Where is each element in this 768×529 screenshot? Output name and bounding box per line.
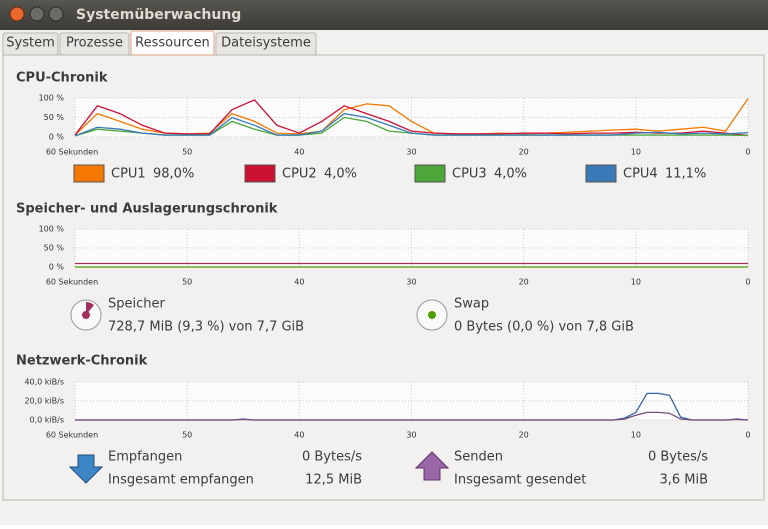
- x-tick-label: 40: [294, 431, 304, 440]
- network-name: Senden: [454, 450, 503, 465]
- title-bar: [0, 0, 768, 30]
- x-tick-label: 50: [182, 431, 192, 440]
- network-total-label: Insgesamt empfangen: [108, 473, 254, 488]
- x-tick-label: 0: [745, 431, 750, 440]
- x-tick-label: 40: [294, 148, 304, 157]
- series-line: [75, 411, 749, 421]
- legend-readout: 4,0%: [494, 167, 527, 182]
- section-header: CPU-Chronik: [16, 71, 108, 86]
- x-tick-label: 0: [745, 148, 750, 157]
- tab-label[interactable]: System: [6, 36, 54, 51]
- legend-swatch: [414, 164, 446, 183]
- y-tick-label: 40,0 kiB/s: [24, 378, 64, 387]
- network-total-label: Insgesamt gesendet: [454, 473, 586, 488]
- tab-label[interactable]: Prozesse: [66, 36, 123, 51]
- network-rate: 0 Bytes/s: [302, 450, 362, 465]
- x-tick-label: 10: [631, 278, 641, 287]
- upload-icon: [414, 451, 450, 481]
- y-tick-label: 100 %: [39, 94, 65, 103]
- section-header: Netzwerk-Chronik: [16, 354, 148, 369]
- memory-detail: 728,7 MiB (9,3 %) von 7,7 GiB: [108, 320, 304, 335]
- legend-swatch: [585, 164, 617, 183]
- x-tick-label: 30: [406, 278, 416, 287]
- x-tick-label: 20: [519, 431, 529, 440]
- x-tick-label: 60 Sekunden: [46, 148, 98, 157]
- legend-swatch: [244, 164, 276, 183]
- legend-name: CPU1: [111, 167, 146, 182]
- legend-swatch: [73, 164, 105, 183]
- swap-icon-dot: [428, 311, 436, 319]
- y-tick-label: 100 %: [39, 225, 65, 234]
- network-total: 3,6 MiB: [659, 473, 708, 488]
- x-tick-label: 10: [631, 148, 641, 157]
- y-tick-label: 0 %: [49, 263, 65, 272]
- network-rate: 0 Bytes/s: [648, 450, 708, 465]
- x-tick-label: 60 Sekunden: [46, 278, 98, 287]
- close-button[interactable]: [9, 6, 25, 22]
- legend-name: CPU4: [623, 167, 658, 182]
- memory-icon-dot: [82, 311, 90, 319]
- memory-detail: 0 Bytes (0,0 %) von 7,8 GiB: [454, 320, 634, 335]
- y-tick-label: 0,0 kiB/s: [30, 416, 64, 425]
- y-tick-label: 50 %: [44, 244, 65, 253]
- network-name: Empfangen: [108, 450, 182, 465]
- x-tick-label: 30: [406, 431, 416, 440]
- x-tick-label: 10: [631, 431, 641, 440]
- legend-readout: 4,0%: [324, 167, 357, 182]
- x-tick-label: 50: [182, 148, 192, 157]
- tab[interactable]: [59, 32, 130, 56]
- minimize-button[interactable]: [29, 6, 45, 22]
- y-tick-label: 50 %: [44, 113, 65, 122]
- tab[interactable]: [130, 30, 215, 56]
- x-tick-label: 40: [294, 278, 304, 287]
- legend-readout: 11,1%: [665, 167, 706, 182]
- tab-label[interactable]: Ressourcen: [135, 36, 210, 51]
- series-line: [74, 112, 749, 137]
- x-tick-label: 50: [182, 278, 192, 287]
- legend-name: CPU2: [282, 167, 317, 182]
- tab-label[interactable]: Dateisysteme: [221, 36, 311, 51]
- x-tick-label: 20: [519, 278, 529, 287]
- section-header: Speicher- und Auslagerungschronik: [16, 202, 278, 217]
- memory-name: Swap: [454, 297, 489, 312]
- network-total: 12,5 MiB: [305, 473, 362, 488]
- x-tick-label: 30: [406, 148, 416, 157]
- tab[interactable]: [2, 32, 59, 56]
- y-tick-label: 20,0 kiB/s: [24, 397, 64, 406]
- x-tick-label: 60 Sekunden: [46, 431, 98, 440]
- y-tick-label: 0 %: [49, 133, 65, 142]
- maximize-button[interactable]: [48, 6, 64, 22]
- tab[interactable]: [215, 32, 317, 56]
- x-tick-label: 0: [745, 278, 750, 287]
- download-icon: [68, 454, 104, 484]
- legend-name: CPU3: [452, 167, 487, 182]
- x-tick-label: 20: [519, 148, 529, 157]
- window-title: Systemüberwachung: [76, 7, 241, 23]
- legend-readout: 98,0%: [153, 167, 194, 182]
- series-line: [74, 99, 749, 137]
- memory-name: Speicher: [108, 297, 165, 312]
